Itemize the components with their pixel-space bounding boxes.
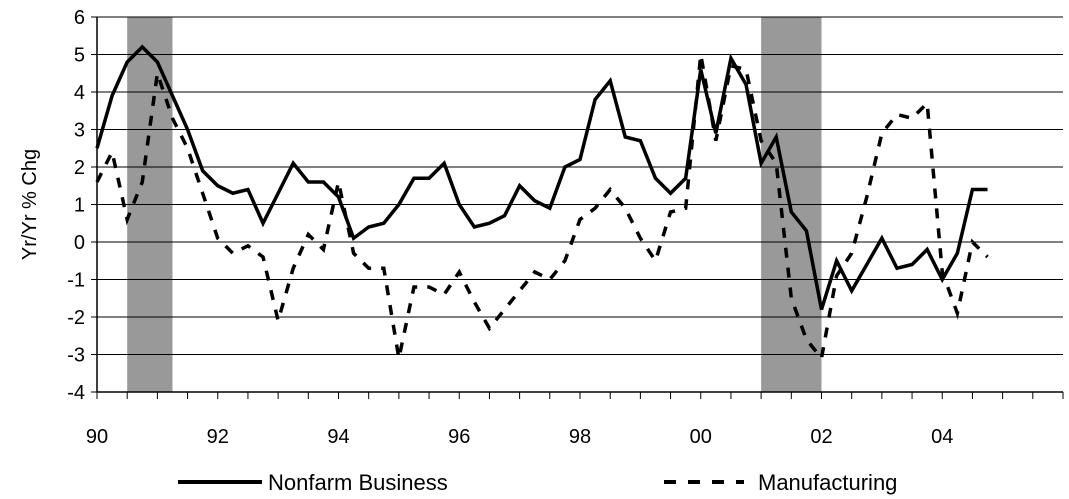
legend: Nonfarm Business Manufacturing	[178, 470, 897, 495]
legend-label: Manufacturing	[758, 470, 897, 495]
y-tick-label: 5	[74, 45, 85, 67]
x-tick-label: 02	[810, 426, 832, 448]
y-tick-label: 4	[74, 82, 85, 104]
y-tick-label: 2	[74, 157, 85, 179]
x-tick-label: 04	[931, 426, 953, 448]
y-tick-label: -3	[67, 345, 85, 367]
gridlines-group	[97, 16, 1063, 393]
x-tick-labels-group: 90 92 94 96 98 00 02 04	[86, 426, 954, 448]
x-tick-label: 96	[448, 426, 470, 448]
y-axis-title: Yr/Yr % Chg	[19, 149, 41, 260]
series-group	[95, 44, 989, 363]
x-tick-label: 92	[207, 426, 229, 448]
y-tick-label: 3	[74, 120, 85, 142]
y-tick-label: 1	[74, 195, 85, 217]
x-tick-label: 98	[569, 426, 591, 448]
axes-group	[91, 16, 1064, 399]
legend-label: Nonfarm Business	[268, 470, 448, 495]
x-tick-label: 90	[86, 426, 108, 448]
series-line-nonfarm-business	[95, 44, 988, 311]
y-tick-label: -2	[67, 307, 85, 329]
y-tick-label: 0	[74, 232, 85, 254]
x-tick-label: 00	[690, 426, 712, 448]
series-line-manufacturing	[95, 54, 989, 363]
y-tick-label: 6	[74, 7, 85, 29]
y-tick-label: -4	[67, 382, 85, 404]
x-tick-label: 94	[327, 426, 349, 448]
y-tick-labels-group: 6 5 4 3 2 1 0 -1 -2 -3 -4	[67, 7, 85, 404]
y-tick-label: -1	[67, 270, 85, 292]
